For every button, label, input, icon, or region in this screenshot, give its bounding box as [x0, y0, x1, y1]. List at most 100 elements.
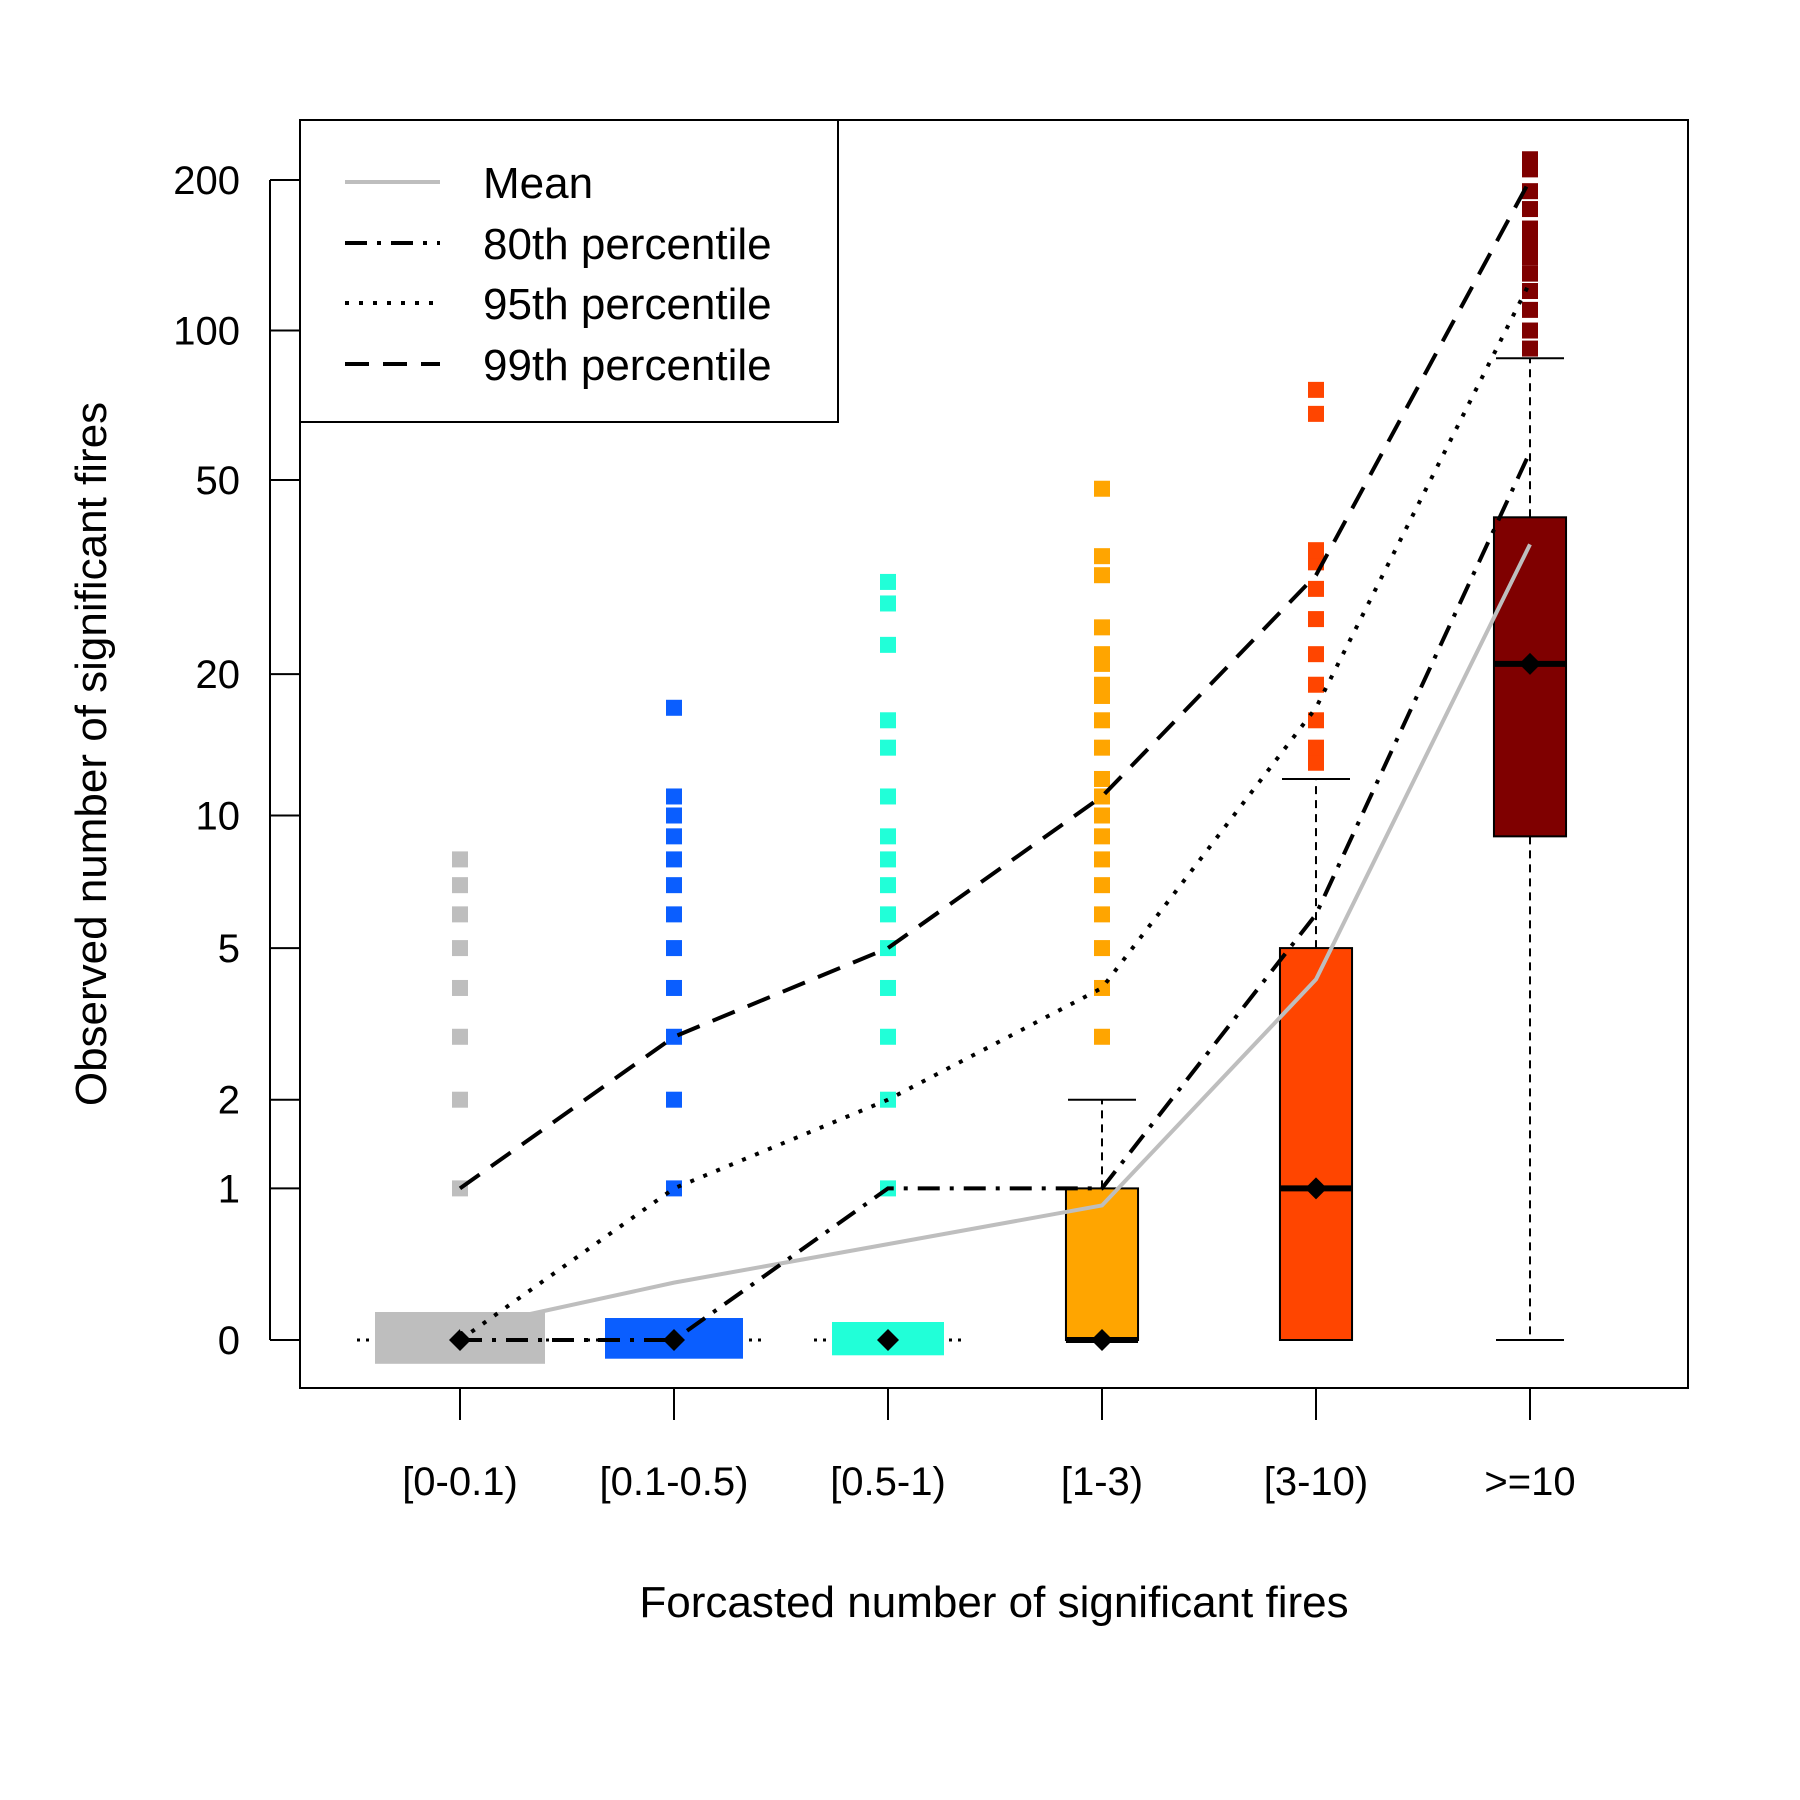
outlier-point	[1308, 676, 1324, 693]
outlier-point	[1308, 754, 1324, 771]
outlier-point	[1308, 542, 1324, 559]
percentile-80-line	[460, 451, 1532, 1342]
box-group	[357, 851, 563, 1364]
outlier-point	[666, 979, 682, 996]
box-group	[1278, 381, 1354, 1341]
outlier-point	[452, 906, 468, 923]
x-tick-label: [0.1-0.5)	[600, 1460, 749, 1504]
outlier-point	[1308, 580, 1324, 597]
outlier-point	[452, 1091, 468, 1108]
x-tick-label: [1-3)	[1061, 1460, 1143, 1504]
median-marker	[1091, 1329, 1113, 1351]
outlier-point	[1308, 739, 1324, 756]
box	[1064, 1187, 1140, 1341]
median-marker	[1305, 1177, 1327, 1200]
y-tick-label: 10	[196, 795, 241, 839]
outlier-point	[880, 712, 896, 729]
outlier-point	[880, 1028, 896, 1045]
outlier-point	[1094, 828, 1110, 845]
outlier-point	[1094, 712, 1110, 729]
y-tick-label: 0	[218, 1319, 240, 1363]
outlier-point	[666, 851, 682, 868]
outlier-point	[452, 851, 468, 868]
outlier-point	[1522, 234, 1538, 251]
outlier-point	[1094, 567, 1110, 584]
box-group	[1492, 151, 1568, 1341]
outlier-point	[1522, 283, 1538, 300]
outlier-point	[666, 1180, 682, 1197]
plot-layer	[357, 151, 1568, 1364]
outlier-point	[1522, 322, 1538, 339]
outlier-point	[1094, 851, 1110, 868]
outlier-point	[1094, 906, 1110, 923]
y-axis: 0 1 2 5 10 20 50 100 200	[173, 159, 300, 1363]
outlier-point	[666, 940, 682, 957]
outlier-point	[1094, 807, 1110, 824]
box	[1278, 947, 1354, 1341]
outlier-point	[1094, 877, 1110, 894]
outlier-point	[880, 636, 896, 653]
outlier-point	[1522, 220, 1538, 237]
plot-frame	[299, 119, 1689, 1389]
outlier-point	[1522, 249, 1538, 266]
box-group	[587, 699, 761, 1359]
y-tick-label: 1	[218, 1167, 240, 1211]
percentile-99-line	[458, 179, 1532, 1191]
legend-box	[299, 119, 839, 423]
percentile-95-line	[458, 281, 1532, 1342]
y-tick-label: 50	[196, 459, 241, 503]
outlier-point	[666, 1091, 682, 1108]
outlier-point	[1094, 548, 1110, 565]
outlier-point	[1094, 619, 1110, 636]
outlier-point	[1522, 201, 1538, 218]
median-marker	[663, 1329, 685, 1351]
outlier-point	[666, 1028, 682, 1045]
outlier-point	[880, 979, 896, 996]
median-marker	[1519, 652, 1541, 675]
outlier-point	[880, 788, 896, 805]
outlier-point	[666, 828, 682, 845]
box-group	[1064, 480, 1140, 1351]
outlier-point	[452, 877, 468, 894]
y-tick-label: 100	[173, 310, 240, 354]
outlier-point	[666, 788, 682, 805]
x-axis: [0-0.1) [0.1-0.5) [0.5-1) [1-3) [3-10) >=10	[402, 1388, 1576, 1504]
outlier-point	[1308, 405, 1324, 422]
y-tick-label: 5	[218, 927, 240, 971]
outlier-point	[452, 1028, 468, 1045]
outlier-point	[1308, 381, 1324, 398]
outlier-point	[1094, 676, 1110, 693]
outlier-point	[1094, 480, 1110, 497]
y-axis-title: Observed number of significant fires	[67, 402, 116, 1106]
legend: Mean 80th percentile 95th percentile 99t…	[299, 119, 839, 423]
outlier-point	[880, 877, 896, 894]
outlier-point	[1094, 739, 1110, 756]
outlier-point	[1308, 611, 1324, 628]
outlier-point	[1094, 940, 1110, 957]
outlier-point	[1522, 301, 1538, 318]
legend-label-p80: 80th percentile	[483, 220, 772, 269]
outlier-point	[880, 595, 896, 612]
x-tick-label: >=10	[1484, 1460, 1575, 1504]
x-tick-label: [3-10)	[1264, 1460, 1369, 1504]
outlier-point	[666, 906, 682, 923]
median-marker	[877, 1329, 899, 1351]
outlier-point	[880, 906, 896, 923]
y-tick-label: 2	[218, 1079, 240, 1123]
box-group	[814, 573, 962, 1356]
outlier-point	[1094, 1028, 1110, 1045]
outlier-point	[666, 807, 682, 824]
outlier-point	[1522, 340, 1538, 357]
outlier-point	[880, 573, 896, 590]
box	[1492, 516, 1568, 838]
y-tick-label: 200	[173, 159, 240, 203]
outlier-point	[1308, 646, 1324, 663]
outlier-point	[880, 739, 896, 756]
legend-label-mean: Mean	[483, 159, 593, 208]
outlier-point	[1094, 770, 1110, 787]
outlier-point	[1522, 151, 1538, 168]
outlier-point	[666, 877, 682, 894]
outlier-point	[452, 940, 468, 957]
x-tick-label: [0-0.1)	[402, 1460, 518, 1504]
